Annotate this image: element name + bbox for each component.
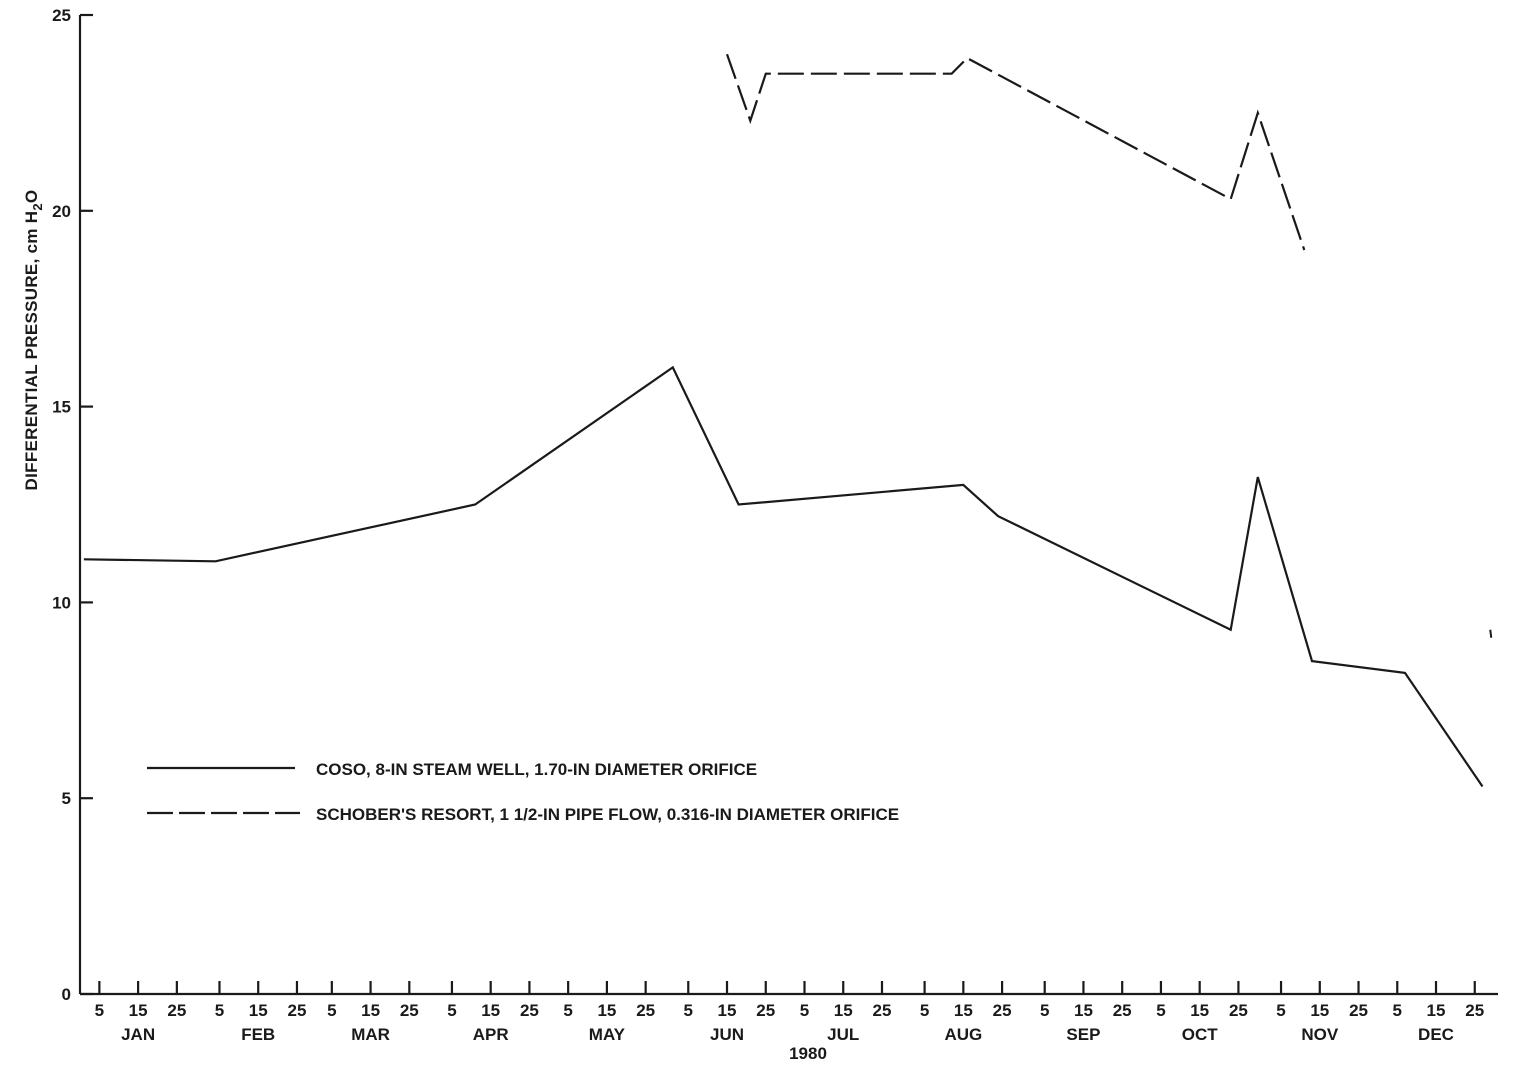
- month-label-jan: JAN: [121, 1025, 155, 1044]
- x-tick-label-oct-15: 15: [1190, 1001, 1209, 1020]
- x-tick-label-nov-25: 25: [1349, 1001, 1368, 1020]
- legend: COSO, 8-IN STEAM WELL, 1.70-IN DIAMETER …: [147, 760, 899, 824]
- series-layer: [83, 53, 1493, 788]
- x-tick-label-aug-15: 15: [954, 1001, 973, 1020]
- y-tick-label-25: 25: [52, 6, 71, 25]
- x-tick-label-may-5: 5: [563, 1001, 572, 1020]
- y-tick-label-20: 20: [52, 202, 71, 221]
- x-tick-label-jun-15: 15: [718, 1001, 737, 1020]
- month-label-mar: MAR: [351, 1025, 390, 1044]
- y-axis-ticks: 0 5 10 15 20 25: [52, 6, 93, 1004]
- x-tick-label-jun-25: 25: [756, 1001, 775, 1020]
- x-tick-label-mar-5: 5: [327, 1001, 336, 1020]
- x-tick-label-may-15: 15: [597, 1001, 616, 1020]
- x-tick-label-feb-15: 15: [249, 1001, 268, 1020]
- x-tick-label-feb-25: 25: [288, 1001, 307, 1020]
- legend-label-coso: COSO, 8-IN STEAM WELL, 1.70-IN DIAMETER …: [316, 760, 757, 779]
- x-tick-label-mar-15: 15: [361, 1001, 380, 1020]
- month-label-apr: APR: [473, 1025, 509, 1044]
- x-tick-label-apr-25: 25: [520, 1001, 539, 1020]
- x-tick-label-jul-25: 25: [873, 1001, 892, 1020]
- x-tick-label-jul-15: 15: [834, 1001, 853, 1020]
- y-tick-label-5: 5: [62, 789, 71, 808]
- month-label-dec: DEC: [1418, 1025, 1454, 1044]
- month-label-aug: AUG: [944, 1025, 982, 1044]
- x-tick-label-nov-5: 5: [1276, 1001, 1285, 1020]
- x-axis-ticks: 5 15 25 JAN 5 15 25 FEB 5 15 25 MAR 5 15 25 APR 5 15 25 MAY…: [95, 981, 1484, 1044]
- y-tick-label-15: 15: [52, 398, 71, 417]
- y-tick-label-0: 0: [62, 985, 71, 1004]
- month-label-jul: JUL: [827, 1025, 859, 1044]
- stray-mark: [1489, 629, 1493, 638]
- x-tick-label-mar-25: 25: [400, 1001, 419, 1020]
- x-tick-label-feb-5: 5: [215, 1001, 224, 1020]
- month-label-nov: NOV: [1301, 1025, 1339, 1044]
- x-tick-label-may-25: 25: [636, 1001, 655, 1020]
- y-axis-label-main: DIFFERENTIAL PRESSURE, cm H: [22, 211, 41, 491]
- series-line-schober: [725, 53, 1306, 251]
- series-line-coso: [83, 365, 1484, 788]
- x-tick-label-aug-5: 5: [920, 1001, 929, 1020]
- y-axis-label-tail: O: [22, 190, 41, 204]
- x-tick-label-sep-15: 15: [1074, 1001, 1093, 1020]
- month-label-sep: SEP: [1066, 1025, 1100, 1044]
- x-axis-label: 1980: [789, 1044, 827, 1063]
- x-tick-label-nov-15: 15: [1310, 1001, 1329, 1020]
- x-tick-label-dec-15: 15: [1427, 1001, 1446, 1020]
- month-label-may: MAY: [589, 1025, 626, 1044]
- y-tick-label-10: 10: [52, 593, 71, 612]
- x-tick-label-jan-5: 5: [95, 1001, 104, 1020]
- y-axis-label: DIFFERENTIAL PRESSURE, cm H2O: [22, 190, 45, 491]
- x-tick-label-dec-25: 25: [1465, 1001, 1484, 1020]
- x-tick-label-sep-25: 25: [1113, 1001, 1132, 1020]
- month-label-feb: FEB: [241, 1025, 275, 1044]
- x-tick-label-jun-5: 5: [684, 1001, 693, 1020]
- month-label-oct: OCT: [1182, 1025, 1219, 1044]
- x-tick-label-dec-5: 5: [1393, 1001, 1402, 1020]
- x-tick-label-jan-25: 25: [167, 1001, 186, 1020]
- y-axis-label-subscript: 2: [30, 203, 45, 211]
- x-tick-label-oct-5: 5: [1156, 1001, 1165, 1020]
- x-tick-label-sep-5: 5: [1040, 1001, 1049, 1020]
- x-tick-label-jan-15: 15: [129, 1001, 148, 1020]
- month-label-jun: JUN: [710, 1025, 744, 1044]
- x-tick-label-apr-5: 5: [447, 1001, 456, 1020]
- x-tick-label-aug-25: 25: [993, 1001, 1012, 1020]
- legend-label-schober: SCHOBER'S RESORT, 1 1/2-IN PIPE FLOW, 0.…: [316, 805, 899, 824]
- x-tick-label-jul-5: 5: [800, 1001, 809, 1020]
- axes: [78, 15, 1498, 996]
- x-tick-label-oct-25: 25: [1229, 1001, 1248, 1020]
- x-tick-label-apr-15: 15: [481, 1001, 500, 1020]
